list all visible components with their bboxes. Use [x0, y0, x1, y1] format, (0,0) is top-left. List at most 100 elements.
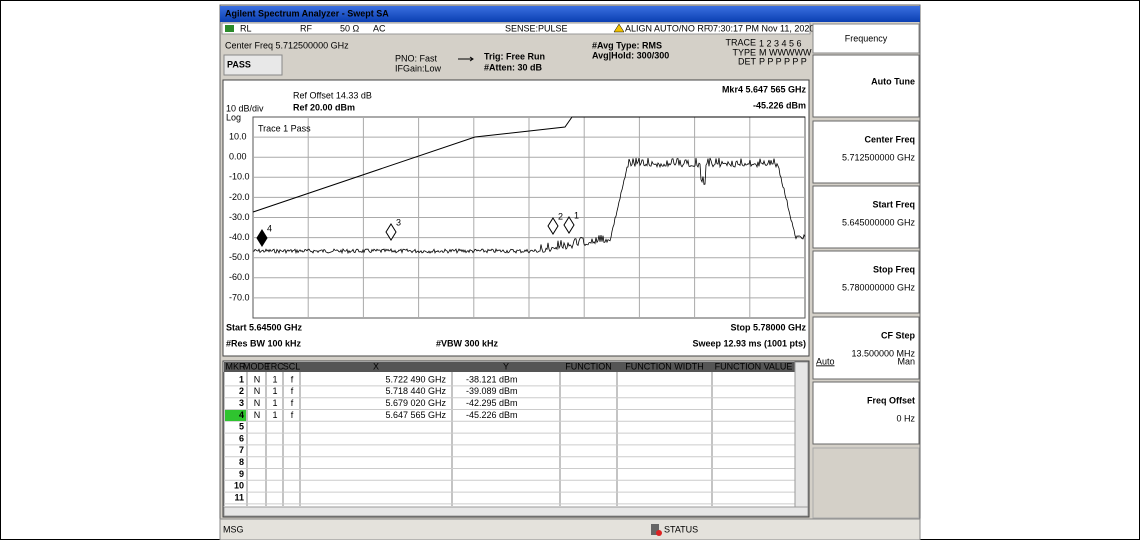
y-tick-label: 10.0	[229, 131, 247, 141]
y-tick-label: 0.00	[229, 152, 247, 162]
table-header	[224, 362, 795, 372]
softkey-blank	[812, 447, 920, 519]
marker-diamond	[563, 216, 575, 234]
avg-hold: Avg|Hold: 300/300	[592, 50, 669, 60]
softkey-label: Center Freq	[864, 134, 915, 144]
table-cell: 9	[239, 469, 244, 479]
y-tick-label: -60.0	[229, 272, 250, 282]
pno-arrow	[458, 56, 474, 62]
table-cell: 2	[239, 386, 244, 396]
status-icon-dot	[656, 530, 662, 536]
limit-line	[252, 116, 805, 213]
center-freq: Center Freq 5.712500000 GHz	[225, 40, 349, 50]
rbw: #Res BW 100 kHz	[226, 338, 302, 348]
softkey-option: Auto	[816, 356, 835, 366]
status-item: 50 Ω	[340, 23, 360, 33]
table-header-cell: MODE	[243, 361, 270, 371]
table-header-cell: FUNCTION	[565, 361, 612, 371]
row-highlight	[225, 410, 246, 421]
softkey-title: Frequency	[845, 33, 888, 43]
table-cell: 6	[239, 433, 244, 443]
table-cell: -42.295 dBm	[466, 398, 518, 408]
table-cell: -45.226 dBm	[466, 410, 518, 420]
vbw: #VBW 300 kHz	[436, 338, 499, 348]
y-tick-label: -20.0	[229, 192, 250, 202]
window-title: Agilent Spectrum Analyzer - Swept SA	[225, 8, 389, 18]
y-tick-label: -30.0	[229, 212, 250, 222]
marker-diamond	[256, 229, 268, 247]
status-item: AC	[373, 23, 386, 33]
trace-status: Trace 1 Pass	[258, 123, 311, 133]
table-cell: 1	[272, 398, 277, 408]
stop-freq: Stop 5.78000 GHz	[730, 322, 806, 332]
softkey-value: 5.780000000 GHz	[842, 282, 916, 292]
scale: 10 dB/div	[226, 103, 264, 113]
table-header-cell: FUNCTION WIDTH	[625, 361, 704, 371]
softkey-label: Stop Freq	[873, 264, 915, 274]
y-tick-label: -10.0	[229, 172, 250, 182]
table-cell: f	[291, 386, 294, 396]
table-cell: 3	[239, 398, 244, 408]
softkey[interactable]	[812, 185, 920, 249]
table-cell: 1	[272, 410, 277, 420]
ifgain: IFGain:Low	[395, 63, 442, 73]
det-label: DET	[738, 56, 757, 66]
table-cell: 5.679 020 GHz	[385, 398, 446, 408]
y-tick-label: -40.0	[229, 232, 250, 242]
status-row	[221, 22, 811, 35]
table-cell: 5.647 565 GHz	[385, 410, 446, 420]
table-header-cell: MKR	[226, 361, 247, 371]
softkey[interactable]	[812, 120, 920, 184]
table-cell: 8	[239, 457, 244, 467]
status-bar	[219, 518, 921, 540]
softkey-label: Auto Tune	[871, 76, 915, 86]
table-header-cell: FUNCTION VALUE	[715, 361, 793, 371]
pno: PNO: Fast	[395, 53, 438, 63]
warning-icon	[613, 23, 625, 33]
avg-type: #Avg Type: RMS	[592, 40, 662, 50]
softkey-option: Man	[897, 356, 915, 366]
log: Log	[226, 112, 241, 122]
table-header-cell: Y	[503, 361, 509, 371]
marker-label: 4	[267, 223, 272, 233]
atten: #Atten: 30 dB	[484, 62, 543, 72]
status-icon	[225, 25, 234, 32]
msg-label: MSG	[223, 524, 244, 534]
table-cell: N	[254, 386, 261, 396]
softkey[interactable]	[812, 250, 920, 314]
ref-level: Ref 20.00 dBm	[293, 102, 355, 112]
table-cell: 1	[239, 374, 244, 384]
y-tick-label: -50.0	[229, 252, 250, 262]
table-header-cell: X	[373, 361, 379, 371]
table-cell: f	[291, 410, 294, 420]
table-cell: 5.718 440 GHz	[385, 386, 446, 396]
marker-value: -45.226 dBm	[753, 100, 806, 110]
table-cell: 5.722 490 GHz	[385, 374, 446, 384]
softkey-value: 0 Hz	[896, 413, 915, 423]
status-label: STATUS	[664, 524, 698, 534]
marker-diamond	[547, 217, 559, 235]
det-vals: P P P P P P	[759, 56, 807, 66]
table-cell: -39.089 dBm	[466, 386, 518, 396]
softkey[interactable]	[812, 54, 920, 118]
softkey-value: 5.645000000 GHz	[842, 217, 916, 227]
y-tick-label: -70.0	[229, 292, 250, 302]
status-icon	[651, 524, 659, 535]
table-cell: 1	[272, 386, 277, 396]
softkey[interactable]	[812, 316, 920, 380]
v-scrollbar	[794, 361, 809, 508]
marker-label: 3	[396, 217, 401, 227]
marker-diamond	[385, 223, 397, 241]
status-item: 07:30:17 PM Nov 11, 2020	[708, 23, 814, 33]
status-item: RF	[300, 23, 312, 33]
table-cell: N	[254, 398, 261, 408]
softkey[interactable]	[812, 381, 920, 445]
trace-label: TRACE	[725, 37, 756, 47]
pass-box	[223, 54, 283, 76]
marker-label: 2	[558, 211, 563, 221]
ref-offset: Ref Offset 14.33 dB	[293, 90, 372, 100]
softkey-label: Start Freq	[872, 199, 915, 209]
type-vals: M WWWWW	[759, 47, 812, 57]
pass-label: PASS	[227, 59, 251, 69]
table-cell: 5	[239, 422, 244, 432]
